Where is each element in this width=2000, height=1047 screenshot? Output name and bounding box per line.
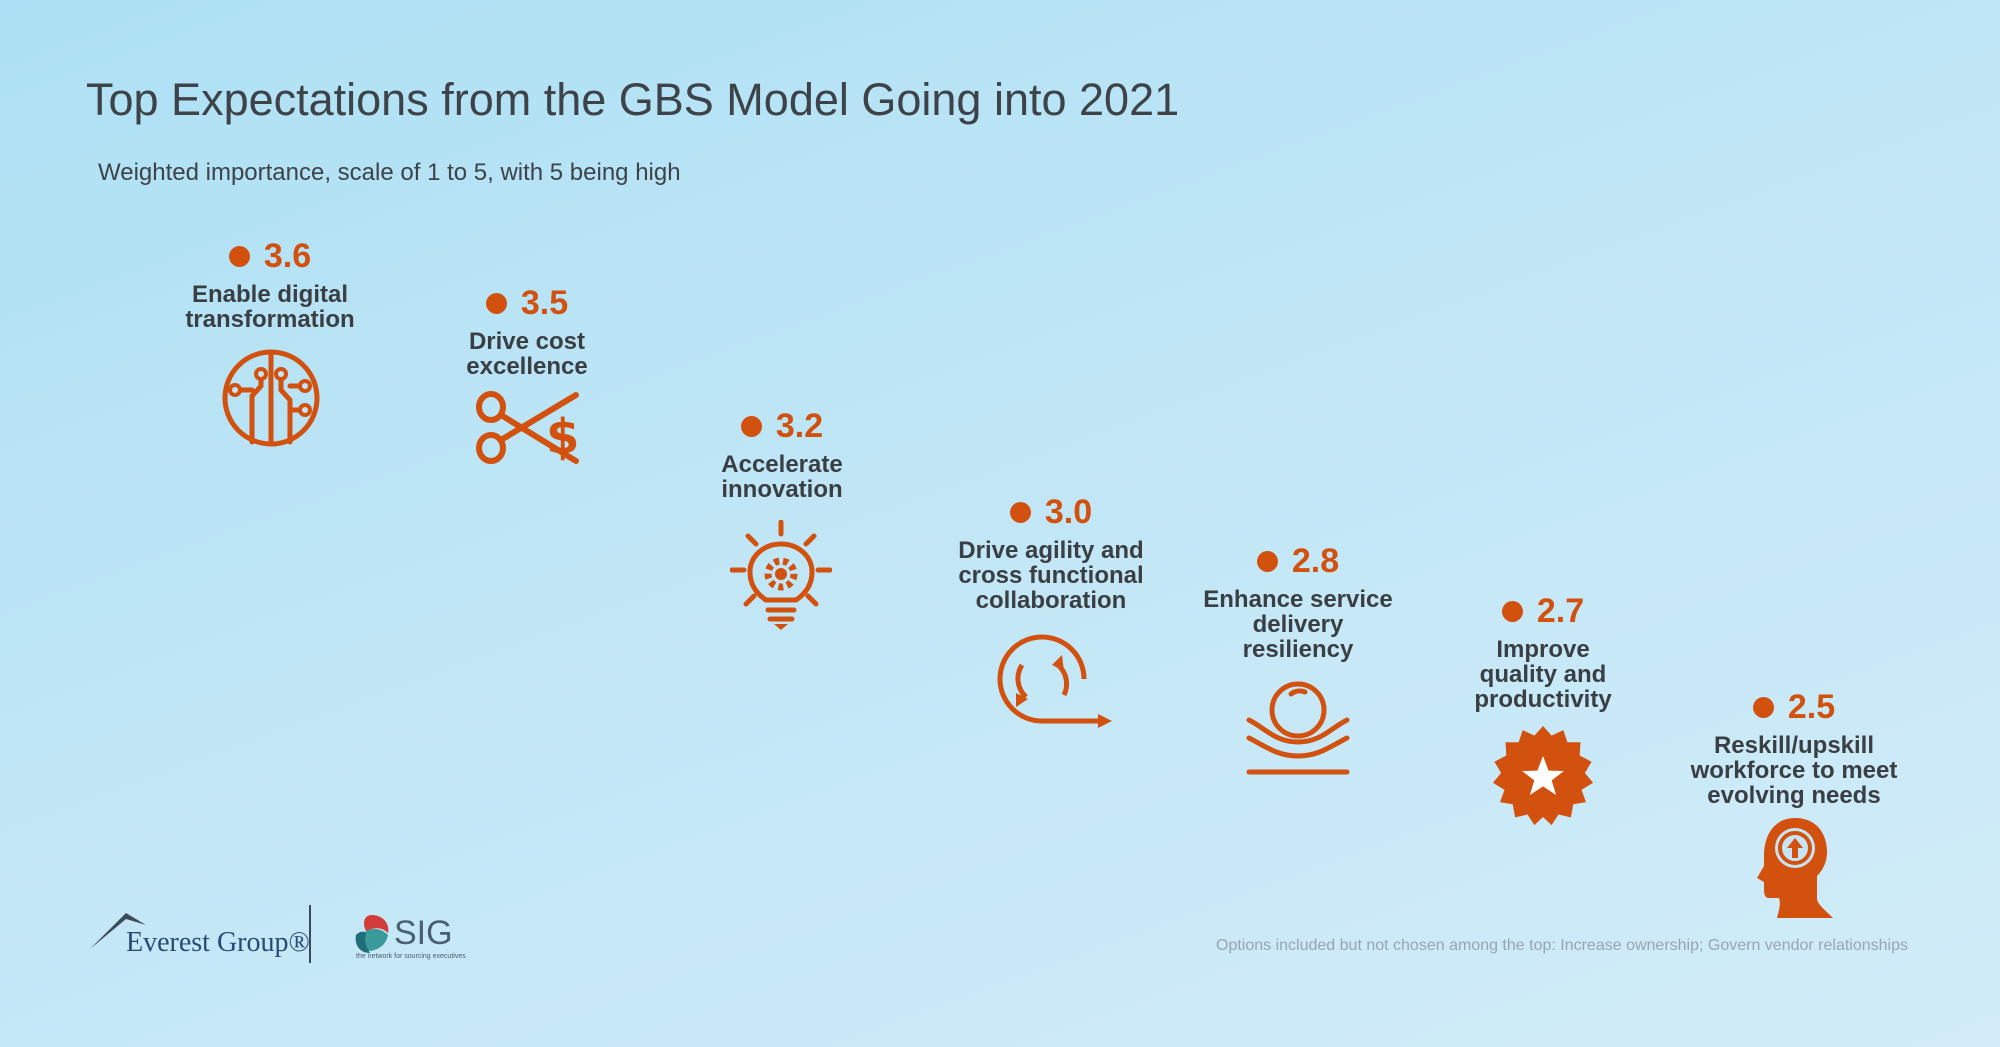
category-label: Drive cost excellence: [466, 328, 588, 380]
chart-subtitle: Weighted importance, scale of 1 to 5, wi…: [98, 159, 681, 186]
data-point-6: 2.7 Improve quality and productivity: [1428, 589, 1658, 713]
data-label: 2.5: [1787, 687, 1836, 726]
star-badge-icon: [1492, 726, 1594, 826]
data-point-2: 3.5 Drive cost excellence: [412, 281, 642, 380]
data-label: 3.5: [520, 283, 569, 322]
data-point-marker: [1501, 600, 1523, 622]
sig-logo-icon: [355, 915, 389, 953]
data-point-4: 3.0 Drive agility and cross functional c…: [936, 490, 1166, 614]
category-label: Reskill/upskill workforce to meet evolvi…: [1690, 732, 1898, 809]
ball-cushion-icon: [1246, 681, 1350, 775]
data-label: 3.6: [263, 236, 312, 275]
scissors-dollar-icon: $: [476, 391, 579, 465]
data-point-marker: [1009, 501, 1031, 523]
category-label: Enable digital transformation: [185, 281, 355, 333]
head-upgrade-icon: [1757, 818, 1833, 918]
data-point-marker: [485, 292, 507, 314]
data-label: 2.7: [1536, 591, 1585, 630]
chart-title: Top Expectations from the GBS Model Goin…: [86, 74, 1180, 125]
data-point-5: 2.8 Enhance service delivery resiliency: [1183, 539, 1413, 663]
category-label: Enhance service delivery resiliency: [1203, 586, 1393, 663]
category-label: Accelerate innovation: [721, 451, 843, 503]
everest-logo-text: Everest Group®: [126, 927, 310, 958]
cycle-arrow-icon: [997, 634, 1112, 728]
svg-text:$: $: [546, 409, 579, 465]
sig-logo-text: SIG: [394, 914, 453, 952]
data-point-marker: [1752, 696, 1774, 718]
circuit-icon: [222, 349, 320, 447]
data-point-marker: [228, 245, 250, 267]
data-label: 3.0: [1044, 492, 1093, 531]
lightbulb-gear-icon: [730, 520, 832, 630]
logo-area: Everest Group® SIG the network for sourc…: [88, 905, 468, 965]
data-point-1: 3.6 Enable digital transformation: [155, 234, 385, 333]
data-label: 3.2: [775, 406, 824, 445]
data-point-7: 2.5 Reskill/upskill workforce to meet ev…: [1679, 685, 1909, 809]
data-label: 2.8: [1291, 541, 1340, 580]
sig-tagline: the network for sourcing executives: [356, 953, 466, 960]
data-point-marker: [740, 415, 762, 437]
category-label: Improve quality and productivity: [1474, 636, 1612, 713]
logo-divider: [309, 905, 311, 963]
footnote: Options included but not chosen among th…: [1216, 937, 1908, 954]
category-label: Drive agility and cross functional colla…: [958, 537, 1144, 614]
data-point-marker: [1256, 550, 1278, 572]
data-point-3: 3.2 Accelerate innovation: [667, 404, 897, 503]
